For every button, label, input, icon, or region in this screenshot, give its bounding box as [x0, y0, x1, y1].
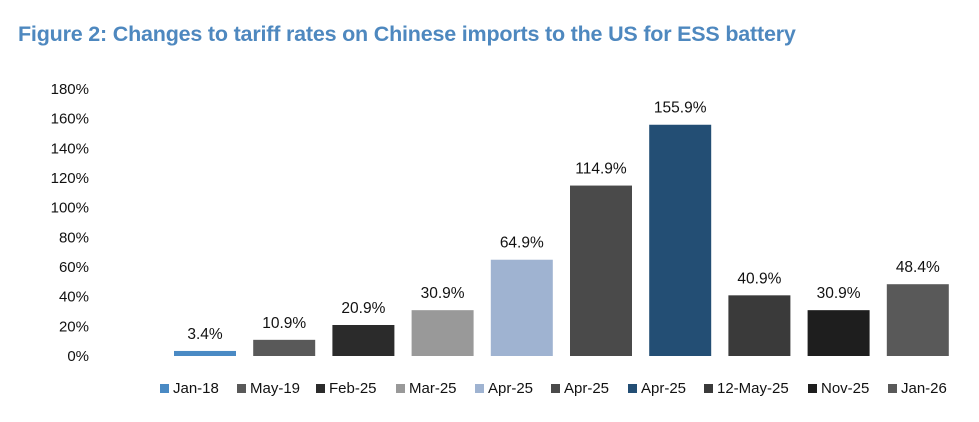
bar-12-may-25: [728, 295, 791, 356]
bars: [174, 124, 949, 356]
legend-label: Apr-25: [564, 380, 609, 397]
legend-swatch: [475, 384, 484, 393]
legend-item: Apr-25: [551, 380, 609, 397]
legend-label: Feb-25: [329, 380, 377, 397]
bar-nov-25: [807, 310, 870, 356]
legend-item: 12-May-25: [704, 380, 789, 397]
y-tick-label: 60%: [59, 259, 89, 276]
legend-label: Nov-25: [821, 380, 869, 397]
data-label: 30.9%: [421, 285, 465, 302]
legend-item: May-19: [237, 380, 300, 397]
bar-apr-25: [570, 185, 632, 356]
bar-apr-25: [490, 259, 553, 356]
legend-item: Nov-25: [808, 380, 869, 397]
legend-item: Apr-25: [475, 380, 533, 397]
data-label: 155.9%: [654, 100, 707, 117]
y-tick-label: 20%: [59, 318, 89, 335]
legend-swatch: [808, 384, 817, 393]
legend-swatch: [704, 384, 713, 393]
bar-may-19: [253, 339, 316, 356]
legend-swatch: [551, 384, 560, 393]
legend: Jan-18 May-19 Feb-25 Mar-25 Apr-25 Apr-25 Apr-…: [160, 380, 947, 397]
legend-item: Feb-25: [316, 380, 377, 397]
legend-item: Jan-26: [888, 380, 947, 397]
y-tick-label: 140%: [51, 140, 89, 157]
data-label: 10.9%: [262, 315, 306, 332]
chart-title: Figure 2: Changes to tariff rates on Chi…: [18, 22, 796, 46]
legend-swatch: [237, 384, 246, 393]
bar-jan-18: [174, 350, 236, 356]
data-label: 40.9%: [737, 270, 781, 287]
y-axis: 0% 20% 40% 60% 80% 100% 120% 140% 160% 180%: [51, 81, 89, 365]
y-tick-label: 120%: [51, 170, 89, 187]
bar-jan-26: [886, 284, 949, 356]
data-labels: 3.4% 10.9% 20.9% 30.9% 64.9% 114.9% 155.9% 40.9…: [187, 100, 940, 343]
legend-label: Jan-26: [901, 380, 947, 397]
legend-label: 12-May-25: [717, 380, 789, 397]
data-label: 114.9%: [575, 161, 627, 178]
y-tick-label: 100%: [51, 200, 89, 217]
legend-item: Apr-25: [628, 380, 686, 397]
legend-label: Jan-18: [173, 380, 219, 397]
legend-item: Jan-18: [160, 380, 219, 397]
legend-swatch: [628, 384, 637, 393]
data-label: 3.4%: [187, 326, 223, 343]
bar-feb-25: [332, 324, 395, 356]
data-label: 20.9%: [341, 300, 385, 317]
bar-apr-25: [649, 124, 712, 356]
y-tick-label: 160%: [51, 111, 89, 128]
legend-swatch: [316, 384, 325, 393]
legend-swatch: [160, 384, 169, 393]
y-tick-label: 40%: [59, 289, 89, 306]
legend-item: Mar-25: [396, 380, 457, 397]
legend-label: May-19: [250, 380, 300, 397]
data-label: 64.9%: [500, 235, 544, 252]
legend-swatch: [396, 384, 405, 393]
legend-label: Apr-25: [488, 380, 533, 397]
y-tick-label: 80%: [59, 229, 89, 246]
y-tick-label: 180%: [51, 81, 89, 98]
legend-label: Apr-25: [641, 380, 686, 397]
legend-label: Mar-25: [409, 380, 457, 397]
legend-swatch: [888, 384, 897, 393]
y-tick-label: 0%: [67, 348, 89, 365]
data-label: 30.9%: [817, 285, 861, 302]
bar-mar-25: [411, 310, 474, 356]
data-label: 48.4%: [896, 259, 940, 276]
